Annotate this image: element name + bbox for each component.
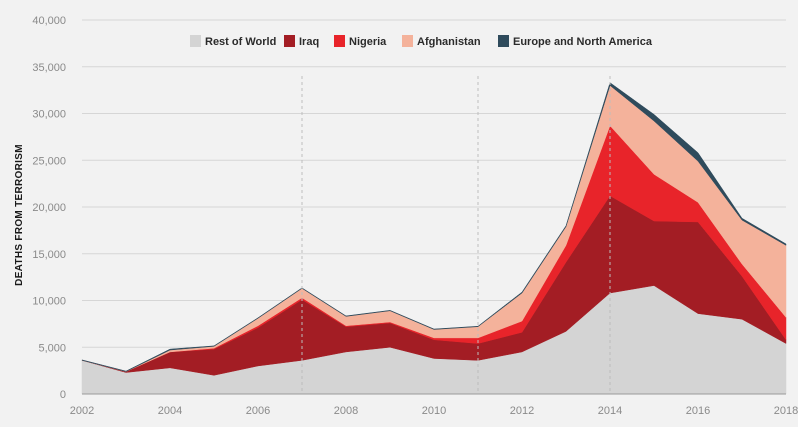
y-axis-label: DEATHS FROM TERRORISM [14, 144, 25, 286]
x-tick-label: 2006 [246, 405, 270, 417]
y-tick-label: 20,000 [32, 202, 66, 214]
reference-lines [301, 76, 611, 394]
legend-swatch-europe-and-north-america [498, 35, 509, 47]
legend: Rest of World Iraq Nigeria Afghanistan Europ… [190, 35, 653, 48]
legend-label-nigeria: Nigeria [349, 36, 387, 48]
x-tick-label: 2002 [70, 405, 94, 417]
y-tick-label: 15,000 [32, 249, 66, 261]
x-tick-label: 2018 [774, 405, 798, 417]
y-tick-label: 40,000 [32, 15, 66, 27]
legend-swatch-afghanistan [402, 35, 413, 47]
legend-swatch-rest-of-world [190, 35, 201, 47]
y-tick-label: 30,000 [32, 109, 66, 121]
x-tick-label: 2010 [422, 405, 446, 417]
area-europe-and-north-america [81, 82, 787, 372]
x-tick-label: 2012 [510, 405, 534, 417]
legend-label-iraq: Iraq [299, 36, 319, 48]
x-tick-label: 2008 [334, 405, 358, 417]
y-tick-label: 10,000 [32, 296, 66, 308]
gridlines [82, 19, 786, 348]
legend-label-afghanistan: Afghanistan [417, 36, 481, 48]
x-tick-label: 2004 [158, 405, 182, 417]
y-tick-label: 0 [60, 389, 66, 401]
legend-label-europe-and-north-america: Europe and North America [513, 36, 653, 48]
y-tick-label: 5,000 [38, 342, 66, 354]
x-tick-label: 2016 [686, 405, 710, 417]
x-tick-label: 2014 [598, 405, 622, 417]
y-tick-label: 35,000 [32, 62, 66, 74]
y-axis-ticks: 0 5,000 10,000 15,000 20,000 25,000 30,000 35,0… [32, 15, 66, 401]
legend-swatch-iraq [284, 35, 295, 47]
legend-swatch-nigeria [334, 35, 345, 47]
x-axis-ticks: 2002 2004 2006 2008 2010 2012 2014 2016 2018 [70, 405, 798, 417]
y-tick-label: 25,000 [32, 155, 66, 167]
legend-label-rest-of-world: Rest of World [205, 36, 276, 48]
